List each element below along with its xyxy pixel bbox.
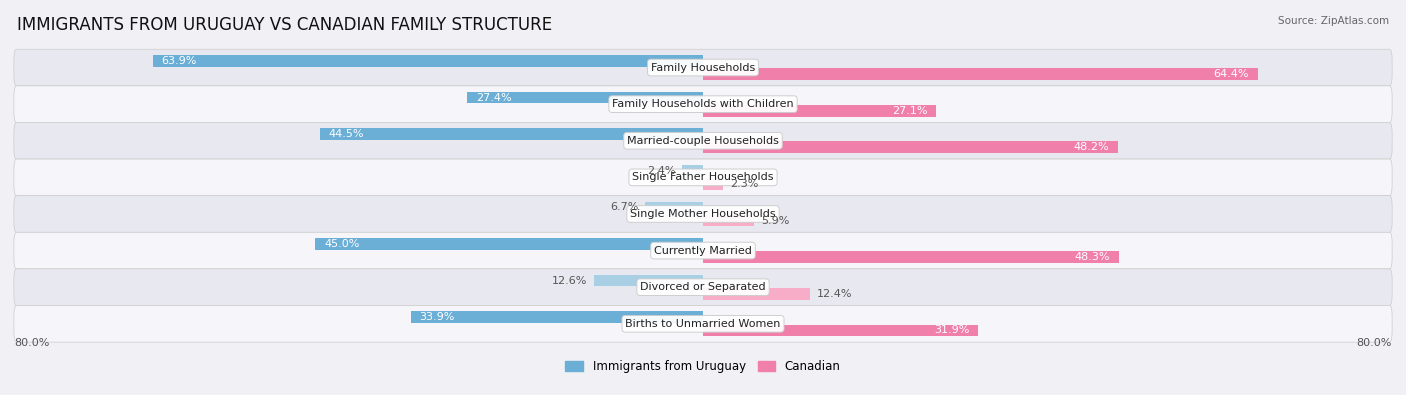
- FancyBboxPatch shape: [14, 196, 1392, 232]
- Text: 12.4%: 12.4%: [817, 289, 852, 299]
- Text: 12.6%: 12.6%: [553, 276, 588, 286]
- Text: Single Father Households: Single Father Households: [633, 172, 773, 182]
- Bar: [595, 275, 703, 286]
- Bar: [319, 128, 703, 140]
- Bar: [703, 288, 810, 300]
- Text: Family Households with Children: Family Households with Children: [612, 99, 794, 109]
- Text: Married-couple Households: Married-couple Households: [627, 136, 779, 146]
- Text: 33.9%: 33.9%: [419, 312, 456, 322]
- Bar: [703, 178, 723, 190]
- FancyBboxPatch shape: [14, 86, 1392, 122]
- Text: 5.9%: 5.9%: [761, 216, 789, 226]
- Text: Source: ZipAtlas.com: Source: ZipAtlas.com: [1278, 16, 1389, 26]
- FancyBboxPatch shape: [14, 49, 1392, 86]
- Text: Births to Unmarried Women: Births to Unmarried Women: [626, 319, 780, 329]
- Text: 80.0%: 80.0%: [1357, 338, 1392, 348]
- FancyBboxPatch shape: [14, 269, 1392, 305]
- Text: Divorced or Separated: Divorced or Separated: [640, 282, 766, 292]
- Text: 63.9%: 63.9%: [162, 56, 197, 66]
- FancyBboxPatch shape: [14, 122, 1392, 159]
- Text: 64.4%: 64.4%: [1213, 69, 1249, 79]
- Bar: [315, 238, 703, 250]
- Bar: [703, 68, 1257, 80]
- Bar: [645, 201, 703, 213]
- Text: 45.0%: 45.0%: [323, 239, 360, 249]
- Bar: [682, 165, 703, 177]
- Text: 48.3%: 48.3%: [1074, 252, 1111, 262]
- Text: 80.0%: 80.0%: [14, 338, 49, 348]
- Bar: [703, 325, 977, 336]
- Bar: [703, 215, 754, 226]
- Text: 2.3%: 2.3%: [730, 179, 758, 189]
- Bar: [411, 311, 703, 323]
- Bar: [467, 92, 703, 103]
- Text: Currently Married: Currently Married: [654, 246, 752, 256]
- Text: 44.5%: 44.5%: [329, 129, 364, 139]
- Text: 31.9%: 31.9%: [934, 325, 969, 335]
- FancyBboxPatch shape: [14, 305, 1392, 342]
- Bar: [703, 251, 1119, 263]
- Text: Single Mother Households: Single Mother Households: [630, 209, 776, 219]
- Legend: Immigrants from Uruguay, Canadian: Immigrants from Uruguay, Canadian: [561, 355, 845, 378]
- Text: Family Households: Family Households: [651, 62, 755, 73]
- Text: 48.2%: 48.2%: [1074, 142, 1109, 152]
- Text: 6.7%: 6.7%: [610, 202, 638, 213]
- Text: 27.4%: 27.4%: [475, 92, 512, 103]
- Text: 2.4%: 2.4%: [647, 166, 675, 176]
- Bar: [153, 55, 703, 67]
- Bar: [703, 141, 1118, 153]
- Text: IMMIGRANTS FROM URUGUAY VS CANADIAN FAMILY STRUCTURE: IMMIGRANTS FROM URUGUAY VS CANADIAN FAMI…: [17, 16, 553, 34]
- Bar: [703, 105, 936, 117]
- Text: 27.1%: 27.1%: [893, 106, 928, 116]
- FancyBboxPatch shape: [14, 159, 1392, 196]
- FancyBboxPatch shape: [14, 232, 1392, 269]
